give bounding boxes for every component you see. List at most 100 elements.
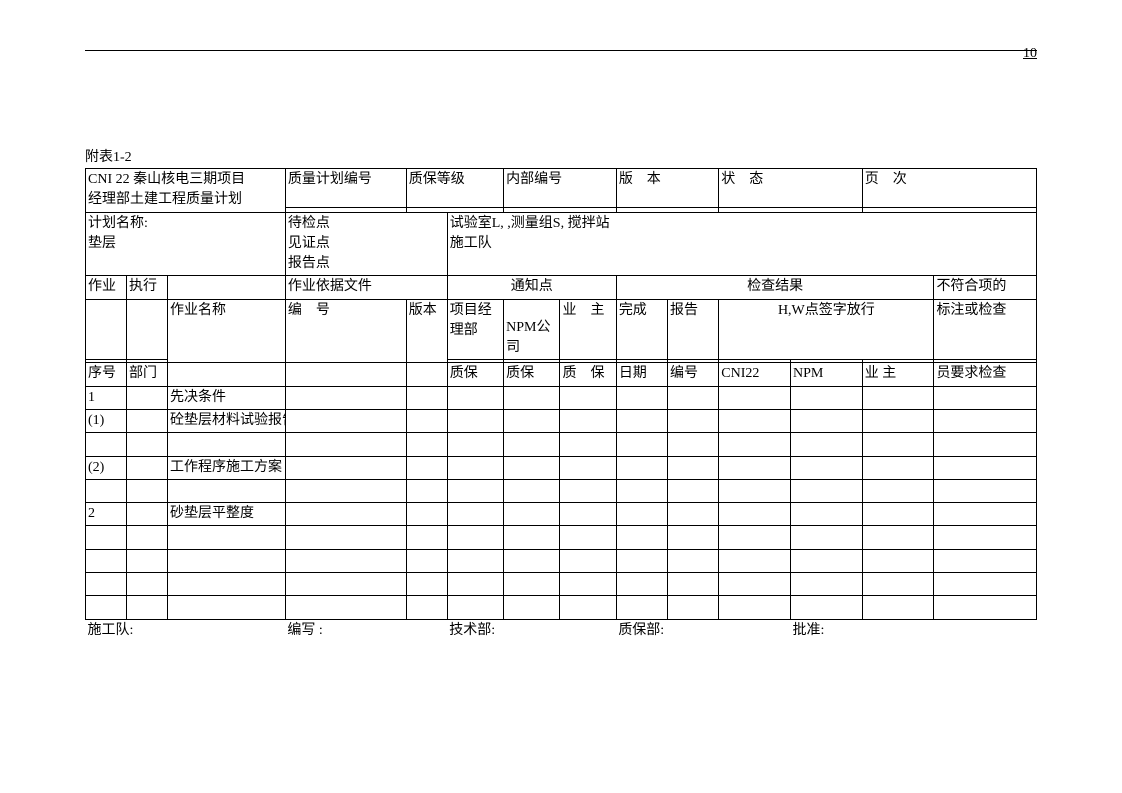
data-cell bbox=[447, 526, 503, 549]
h-xh: 序号 bbox=[86, 363, 127, 386]
h-bzjc: 标注或检查 bbox=[934, 299, 1037, 360]
data-cell bbox=[616, 409, 667, 432]
data-cell bbox=[285, 433, 406, 456]
h-zymc: 作业名称 bbox=[167, 299, 285, 363]
data-cell bbox=[504, 456, 560, 479]
h-tz: 通知点 bbox=[447, 276, 616, 299]
data-cell: 工作程序施工方案 bbox=[167, 456, 285, 479]
data-cell bbox=[86, 596, 127, 619]
data-cell bbox=[668, 479, 719, 502]
data-cell bbox=[86, 433, 127, 456]
data-cell bbox=[447, 503, 503, 526]
lab-cell: 试验室L, ,测量组S, 搅拌站 施工队 bbox=[447, 212, 1036, 276]
data-cell bbox=[406, 526, 447, 549]
data-cell bbox=[668, 433, 719, 456]
h-yyq: 员要求检查 bbox=[934, 363, 1037, 386]
data-cell bbox=[447, 386, 503, 409]
data-cell bbox=[285, 409, 406, 432]
data-cell bbox=[719, 573, 791, 596]
h-status: 状 态 bbox=[719, 169, 862, 208]
data-cell bbox=[791, 526, 863, 549]
data-cell bbox=[862, 596, 934, 619]
data-cell bbox=[167, 596, 285, 619]
header-rule bbox=[85, 50, 1037, 51]
data-cell bbox=[86, 549, 127, 572]
data-cell bbox=[791, 573, 863, 596]
data-cell bbox=[719, 596, 791, 619]
h-zx: 执行 bbox=[126, 276, 167, 299]
h-bfh: 不符合项的 bbox=[934, 276, 1037, 299]
h-qb3: 质 保 bbox=[560, 363, 616, 386]
h-bh: 编 号 bbox=[285, 299, 406, 363]
data-cell bbox=[934, 549, 1037, 572]
data-cell bbox=[862, 573, 934, 596]
footer-f1: 施工队: bbox=[86, 619, 286, 642]
h-qb2: 质保 bbox=[504, 363, 560, 386]
data-cell bbox=[862, 386, 934, 409]
data-cell bbox=[86, 479, 127, 502]
h-bg: 报告 bbox=[668, 299, 719, 360]
data-cell bbox=[719, 456, 791, 479]
footer-f5: 批准: bbox=[791, 619, 1037, 642]
h-d1 bbox=[167, 363, 285, 386]
data-cell bbox=[668, 386, 719, 409]
data-cell bbox=[719, 409, 791, 432]
data-cell bbox=[616, 549, 667, 572]
data-cell bbox=[167, 549, 285, 572]
data-cell bbox=[719, 479, 791, 502]
data-cell bbox=[406, 479, 447, 502]
data-cell: 1 bbox=[86, 386, 127, 409]
data-cell bbox=[668, 456, 719, 479]
data-cell: 先决条件 bbox=[167, 386, 285, 409]
h-d2 bbox=[285, 363, 406, 386]
data-cell bbox=[719, 549, 791, 572]
data-cell bbox=[167, 433, 285, 456]
data-cell bbox=[719, 386, 791, 409]
data-cell bbox=[126, 549, 167, 572]
data-cell bbox=[285, 526, 406, 549]
data-cell bbox=[791, 456, 863, 479]
data-cell bbox=[934, 573, 1037, 596]
data-cell bbox=[126, 573, 167, 596]
data-cell bbox=[560, 526, 616, 549]
data-cell bbox=[934, 526, 1037, 549]
data-cell bbox=[719, 433, 791, 456]
data-cell bbox=[934, 456, 1037, 479]
data-cell bbox=[504, 479, 560, 502]
data-cell bbox=[504, 573, 560, 596]
data-cell bbox=[616, 456, 667, 479]
data-cell bbox=[791, 479, 863, 502]
data-cell bbox=[126, 409, 167, 432]
h-zy: 作业 bbox=[86, 276, 127, 299]
h-bb: 版本 bbox=[406, 299, 447, 363]
data-cell bbox=[934, 596, 1037, 619]
data-cell bbox=[668, 549, 719, 572]
data-cell bbox=[791, 596, 863, 619]
data-cell bbox=[126, 456, 167, 479]
data-cell bbox=[285, 386, 406, 409]
data-cell bbox=[447, 433, 503, 456]
data-cell bbox=[406, 409, 447, 432]
data-cell bbox=[791, 386, 863, 409]
data-cell bbox=[560, 549, 616, 572]
h-wc: 完成 bbox=[616, 299, 667, 360]
data-cell bbox=[560, 456, 616, 479]
footer-f2: 编写 : bbox=[285, 619, 447, 642]
data-cell bbox=[616, 573, 667, 596]
data-cell bbox=[934, 433, 1037, 456]
data-cell bbox=[126, 433, 167, 456]
data-cell bbox=[406, 596, 447, 619]
page-number: 10 bbox=[1023, 46, 1037, 62]
h-qb: 质保 bbox=[447, 363, 503, 386]
footer-f4: 质保部: bbox=[616, 619, 790, 642]
data-cell bbox=[560, 596, 616, 619]
data-cell bbox=[167, 573, 285, 596]
data-cell bbox=[668, 503, 719, 526]
h-blank bbox=[167, 276, 285, 299]
data-cell bbox=[126, 526, 167, 549]
data-cell bbox=[447, 573, 503, 596]
h-npm2: NPM bbox=[791, 363, 863, 386]
data-cell bbox=[862, 526, 934, 549]
h-page: 页 次 bbox=[862, 169, 1036, 208]
h-yj: 作业依据文件 bbox=[285, 276, 447, 299]
